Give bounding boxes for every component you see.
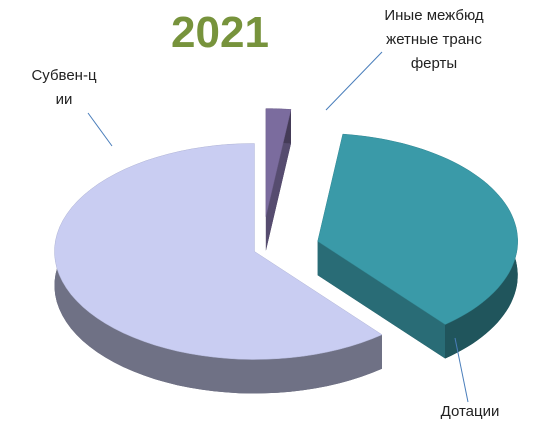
leader-line — [454, 337, 469, 403]
leader-line — [87, 112, 113, 147]
slice — [54, 143, 383, 360]
slice — [265, 108, 292, 217]
slice-side — [317, 241, 446, 359]
slice-label: Дотации — [440, 403, 500, 420]
slice — [317, 133, 518, 325]
leader-line — [325, 51, 383, 111]
slice-label: Субвен-ции — [31, 67, 97, 108]
slice-wall — [54, 143, 382, 394]
chart-title: 2021 — [171, 8, 269, 57]
pie — [54, 108, 518, 394]
slice-side — [265, 109, 291, 251]
slice-label: Иные межбюджетные трансферты — [384, 7, 484, 72]
